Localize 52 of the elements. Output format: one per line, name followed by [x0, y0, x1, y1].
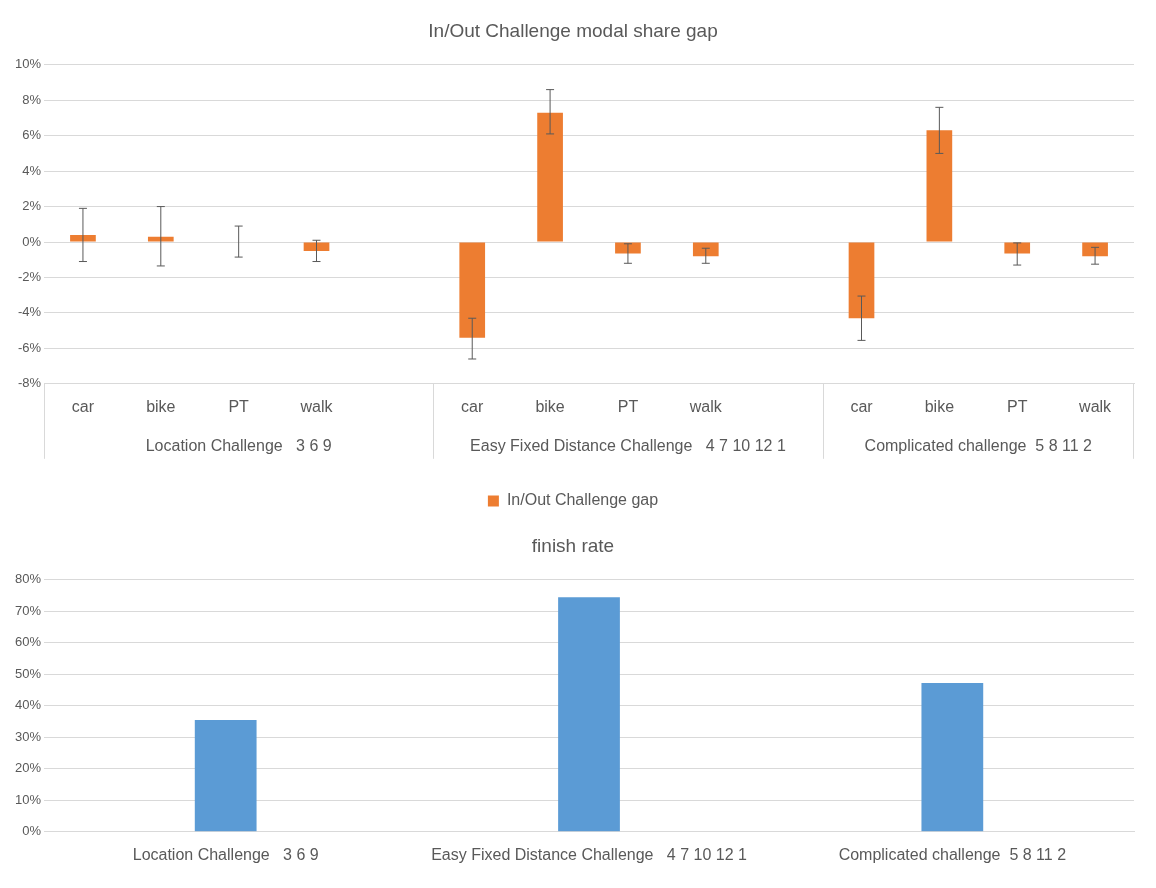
bar [615, 242, 641, 254]
x-tick-label: walk [688, 397, 723, 415]
text: Location Challenge 3 6 9 [145, 437, 332, 455]
bar [537, 112, 563, 242]
bar [921, 683, 984, 832]
y-tick-label: 50% [14, 665, 42, 681]
x-tick-label: Easy Fixed Distance Challenge 4 7 10 12 1 [431, 845, 747, 863]
y-tick-label: 20% [14, 760, 42, 776]
x-tick-label: bike [146, 397, 176, 415]
y-tick-label: -6% [17, 339, 42, 355]
x-tick-label: PT [617, 397, 639, 415]
y-tick-label: -2% [17, 269, 42, 285]
bar [70, 234, 96, 242]
x-tick-label: PT [1006, 397, 1028, 415]
y-tick-label: -4% [17, 304, 42, 320]
y-tick-label: 60% [14, 634, 42, 650]
bar [926, 130, 953, 242]
y-tick-label: 80% [14, 571, 42, 587]
bar [558, 597, 620, 832]
x-tick-label: walk [299, 397, 334, 415]
bar [459, 242, 486, 338]
x-tick-label: Complicated challenge 5 8 11 2 [838, 845, 1067, 863]
x-tick-label: bike [535, 397, 565, 415]
bar [848, 242, 875, 319]
bar [1004, 242, 1031, 254]
x-tick-label: walk [1078, 397, 1113, 415]
y-tick-label: 4% [22, 162, 42, 178]
text: Easy Fixed Distance Challenge 4 7 10 12 1 [470, 437, 786, 455]
x-tick-label: car [461, 397, 485, 415]
y-tick-label: 6% [22, 127, 42, 143]
y-tick-label: 40% [14, 697, 42, 713]
y-tick-label: 0% [22, 233, 42, 249]
x-tick-label: car [850, 397, 874, 415]
y-tick-label: 8% [22, 91, 42, 107]
text: Complicated challenge 5 8 11 2 [864, 437, 1093, 455]
y-tick-label: 2% [22, 198, 42, 214]
chart-title: finish rate [531, 534, 615, 556]
x-tick-label: bike [924, 397, 955, 415]
chart-title: In/Out Challenge modal share gap [428, 19, 718, 41]
x-tick-label: PT [228, 397, 250, 415]
y-tick-label: 70% [14, 602, 42, 618]
y-tick-label: 0% [22, 823, 42, 839]
x-tick-label: car [71, 397, 95, 415]
bar [692, 242, 719, 257]
bar [194, 719, 257, 832]
bar [147, 236, 174, 242]
y-tick-label: 10% [14, 56, 42, 72]
y-tick-label: 30% [14, 728, 42, 744]
x-tick-label: Location Challenge 3 6 9 [132, 845, 319, 863]
y-tick-label: 10% [14, 791, 42, 807]
legend-label: In/Out Challenge gap [506, 491, 659, 509]
y-tick-label: -8% [17, 375, 42, 391]
